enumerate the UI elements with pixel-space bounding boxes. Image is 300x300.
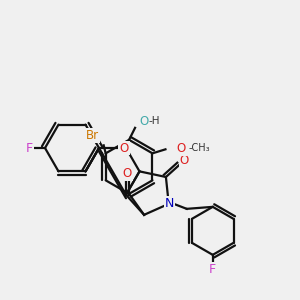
Text: -CH₃: -CH₃	[188, 143, 210, 153]
Text: F: F	[26, 142, 33, 154]
Text: N: N	[165, 197, 174, 210]
Text: O: O	[122, 167, 132, 180]
Text: F: F	[209, 263, 216, 276]
Text: -H: -H	[148, 116, 160, 126]
Text: O: O	[139, 115, 148, 128]
Text: O: O	[180, 154, 189, 167]
Text: O: O	[119, 142, 129, 154]
Text: Br: Br	[86, 129, 99, 142]
Text: O: O	[176, 142, 186, 155]
